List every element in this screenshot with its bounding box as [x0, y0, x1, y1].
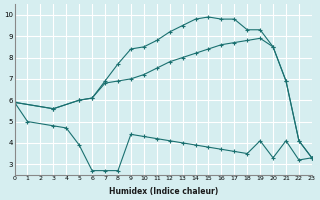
X-axis label: Humidex (Indice chaleur): Humidex (Indice chaleur) — [108, 187, 218, 196]
